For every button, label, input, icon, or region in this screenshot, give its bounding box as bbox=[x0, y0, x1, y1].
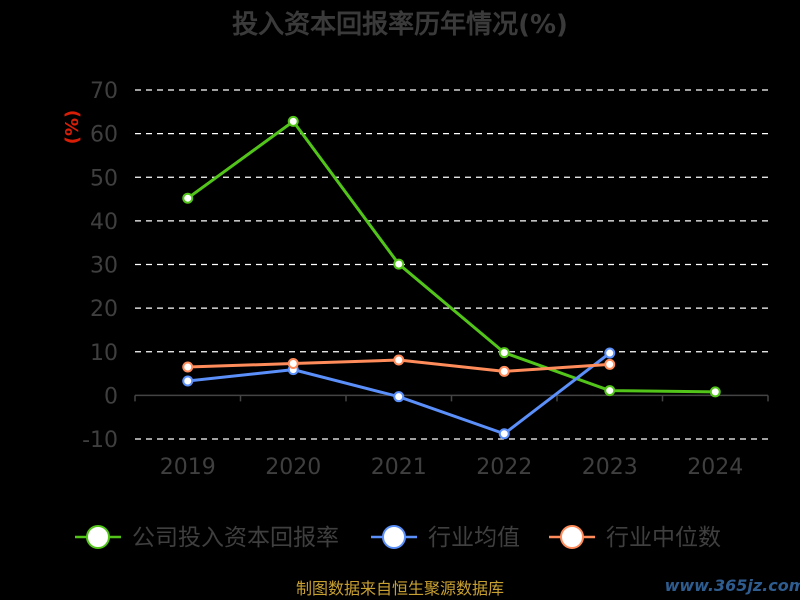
legend-item-2[interactable]: 行业中位数 bbox=[549, 525, 721, 551]
data-point-1-2 bbox=[393, 391, 405, 403]
x-tick-label: 2023 bbox=[582, 455, 638, 480]
legend-marker bbox=[382, 525, 406, 549]
y-tick-label: 20 bbox=[90, 297, 118, 322]
legend-label: 行业中位数 bbox=[606, 525, 721, 551]
source-note: 制图数据来自恒生聚源数据库 bbox=[296, 579, 504, 598]
chart-title: 投入资本回报率历年情况(%) bbox=[232, 9, 568, 40]
x-tick-label: 2019 bbox=[160, 455, 216, 480]
grid bbox=[135, 89, 768, 440]
legend-item-0[interactable]: 公司投入资本回报率 bbox=[75, 525, 339, 551]
y-tick-label: 0 bbox=[104, 384, 118, 409]
y-tick-label: 60 bbox=[90, 123, 118, 148]
series-line-0 bbox=[186, 119, 716, 394]
y-tick-label: -10 bbox=[82, 428, 118, 453]
data-point-1-4 bbox=[604, 347, 616, 359]
data-point-1-3 bbox=[498, 428, 510, 440]
data-point-1-0 bbox=[182, 375, 194, 387]
y-axis-label: (%) bbox=[62, 110, 83, 145]
x-tick-label: 2022 bbox=[476, 455, 532, 480]
data-point-2-3 bbox=[498, 365, 510, 377]
data-point-0-2 bbox=[393, 258, 405, 270]
y-tick-label: 50 bbox=[90, 166, 118, 191]
x-tick-label: 2021 bbox=[371, 455, 427, 480]
legend-marker bbox=[86, 525, 110, 549]
data-point-0-5 bbox=[709, 386, 721, 398]
legend-label: 行业均值 bbox=[428, 525, 520, 551]
axes: 70 60 50 40 30 20 10 0 -10 2019 2020 2021 2022 2023 20… bbox=[82, 79, 769, 480]
data-point-2-2 bbox=[393, 354, 405, 366]
series-lines bbox=[182, 115, 721, 440]
data-point-2-4 bbox=[604, 358, 616, 370]
data-point-0-0 bbox=[182, 192, 194, 204]
y-tick-label: 10 bbox=[90, 341, 118, 366]
x-tick-label: 2024 bbox=[687, 455, 743, 480]
x-tick-label: 2020 bbox=[265, 455, 321, 480]
y-tick-label: 70 bbox=[90, 79, 118, 104]
watermark: www.365jz.com bbox=[665, 576, 800, 595]
legend-label: 公司投入资本回报率 bbox=[132, 525, 339, 551]
data-point-2-0 bbox=[182, 361, 194, 373]
y-tick-label: 40 bbox=[90, 210, 118, 235]
data-point-0-4 bbox=[604, 385, 616, 397]
legend[interactable]: 公司投入资本回报率 行业均值 行业中位数 bbox=[75, 525, 721, 551]
y-tick-label: 30 bbox=[90, 254, 118, 279]
legend-item-1[interactable]: 行业均值 bbox=[371, 525, 520, 551]
data-point-2-1 bbox=[287, 358, 299, 370]
data-point-0-3 bbox=[498, 347, 510, 359]
data-point-0-1 bbox=[287, 115, 299, 127]
legend-marker bbox=[560, 525, 584, 549]
